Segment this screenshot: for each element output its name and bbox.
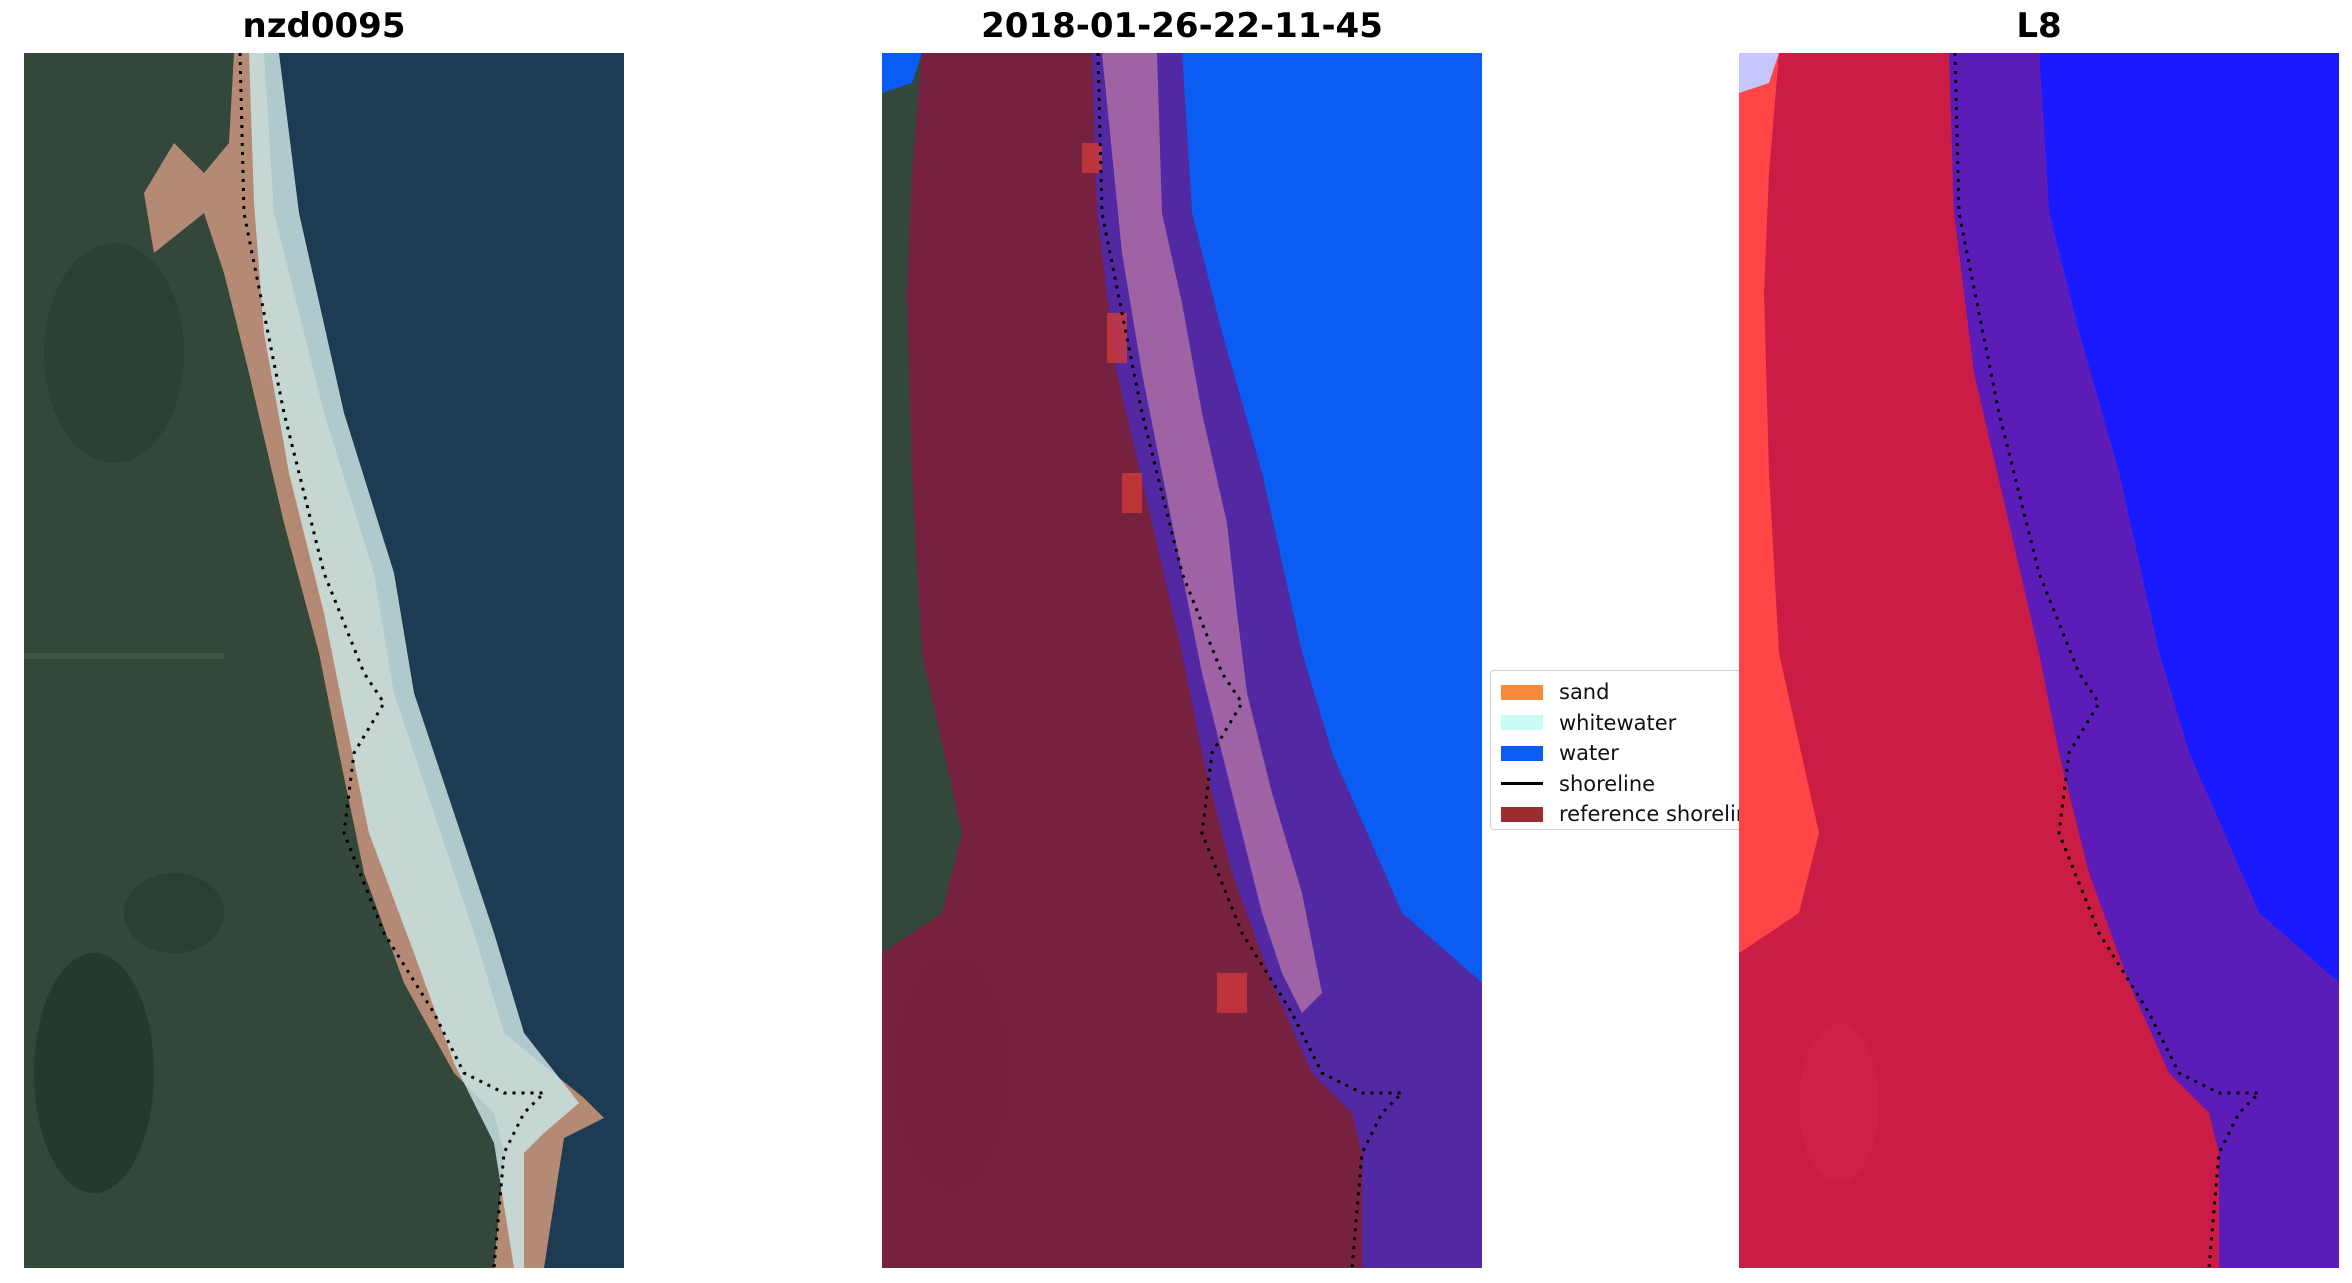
legend-label: water [1559,741,1619,766]
water-swatch [1501,745,1543,761]
index-image [1739,53,2339,1268]
classified-image [882,53,1482,1268]
legend: sand whitewater water shoreline referenc… [1490,670,1745,830]
legend-label: whitewater [1559,710,1677,735]
panel-title-classified: 2018-01-26-22-11-45 [981,6,1383,46]
legend-item-shoreline: shoreline [1491,769,1744,800]
legend-label: reference shoreline [1559,802,1745,827]
legend-item-sand: sand [1491,677,1744,708]
legend-label: shoreline [1559,771,1656,796]
legend-item-reference-shoreline: reference shoreline [1491,799,1745,829]
legend-label: sand [1559,680,1610,705]
rgb-image-panel [24,53,624,1268]
index-image-panel [1739,53,2339,1268]
shoreline-line-sample [1501,782,1543,786]
legend-item-whitewater: whitewater [1491,708,1744,739]
panel-title-rgb: nzd0095 [242,6,406,46]
sand-swatch [1501,684,1543,700]
reference-shoreline-swatch [1501,806,1543,822]
panel-title-index: L8 [2016,6,2062,46]
rgb-image [24,53,624,1268]
legend-item-water: water [1491,738,1744,769]
classified-image-panel [882,53,1482,1268]
whitewater-swatch [1501,715,1543,731]
